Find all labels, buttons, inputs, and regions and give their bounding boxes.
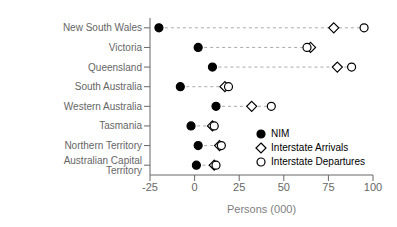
svg-text:100: 100 xyxy=(364,181,382,193)
svg-text:-25: -25 xyxy=(142,181,158,193)
html-text:NIM: NIM xyxy=(271,128,290,139)
svg-text:0: 0 xyxy=(192,181,198,193)
html-text:Interstate Arrivals: Interstate Arrivals xyxy=(271,142,349,153)
svg-text:South Australia: South Australia xyxy=(75,81,143,92)
svg-text:Tasmania: Tasmania xyxy=(99,120,142,131)
svg-text:Persons (000): Persons (000) xyxy=(227,203,296,215)
svg-text:Western Australia: Western Australia xyxy=(64,101,143,112)
svg-text:Victoria: Victoria xyxy=(109,42,143,53)
svg-text:75: 75 xyxy=(322,181,334,193)
svg-text:50: 50 xyxy=(278,181,290,193)
html-text:Interstate Departures: Interstate Departures xyxy=(271,156,365,167)
svg-text:Australian CapitalTerritory: Australian CapitalTerritory xyxy=(64,155,142,176)
svg-text:Queensland: Queensland xyxy=(88,62,142,73)
svg-text:25: 25 xyxy=(233,181,245,193)
svg-text:New South Wales: New South Wales xyxy=(63,22,142,33)
svg-text:Northern Territory: Northern Territory xyxy=(64,140,142,151)
